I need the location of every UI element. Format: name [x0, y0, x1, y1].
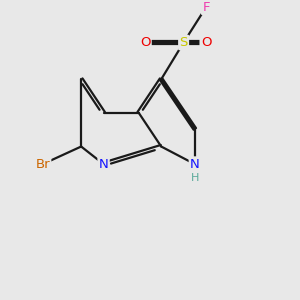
Text: O: O [201, 36, 211, 49]
Text: O: O [140, 36, 150, 49]
Text: S: S [179, 36, 188, 49]
Text: H: H [190, 172, 199, 183]
Text: N: N [190, 158, 200, 171]
Text: N: N [99, 158, 108, 171]
Text: Br: Br [35, 158, 50, 171]
Text: F: F [202, 1, 210, 14]
